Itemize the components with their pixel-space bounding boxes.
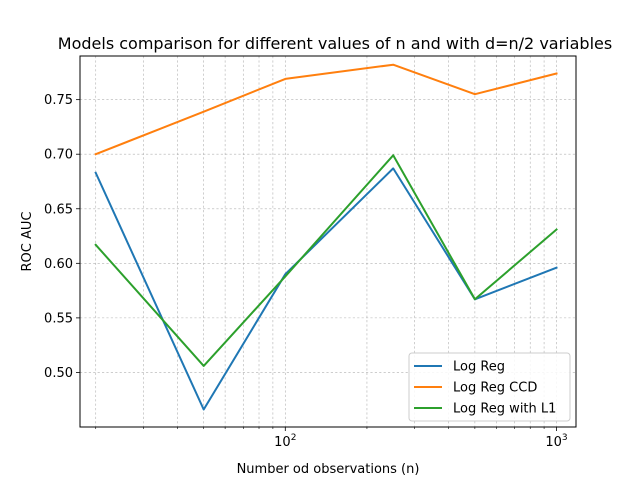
legend-label: Log Reg with L1 <box>453 402 556 417</box>
y-axis-label: ROC AUC <box>20 212 35 272</box>
x-tick-label-exponent: 3 <box>562 433 568 443</box>
y-tick-label: 0.50 <box>44 366 73 381</box>
y-tick-label: 0.55 <box>44 311 73 326</box>
x-tick-label: 102 <box>274 433 296 450</box>
series-lines <box>94 63 558 411</box>
x-tick-label: 103 <box>545 433 567 450</box>
x-tick-label-exponent: 2 <box>291 433 297 443</box>
series-line <box>94 63 558 156</box>
y-tick-label: 0.70 <box>44 148 73 163</box>
x-tick-label-base: 10 <box>274 435 291 450</box>
legend-label: Log Reg <box>453 360 505 375</box>
chart-title: Models comparison for different values o… <box>58 34 612 53</box>
legend: Log Reg Log Reg CCD Log Reg with L1 <box>408 352 571 422</box>
y-tick-label: 0.75 <box>44 93 73 108</box>
series-line <box>94 154 558 367</box>
legend-box <box>408 352 571 422</box>
y-tick-label: 0.65 <box>44 202 73 217</box>
x-tick-label-base: 10 <box>545 435 562 450</box>
plot-frame <box>79 55 577 428</box>
x-axis-label: Number od observations (n) <box>237 462 420 477</box>
series-line <box>94 167 558 411</box>
legend-label: Log Reg CCD <box>453 381 537 396</box>
y-tick-label: 0.60 <box>44 257 73 272</box>
